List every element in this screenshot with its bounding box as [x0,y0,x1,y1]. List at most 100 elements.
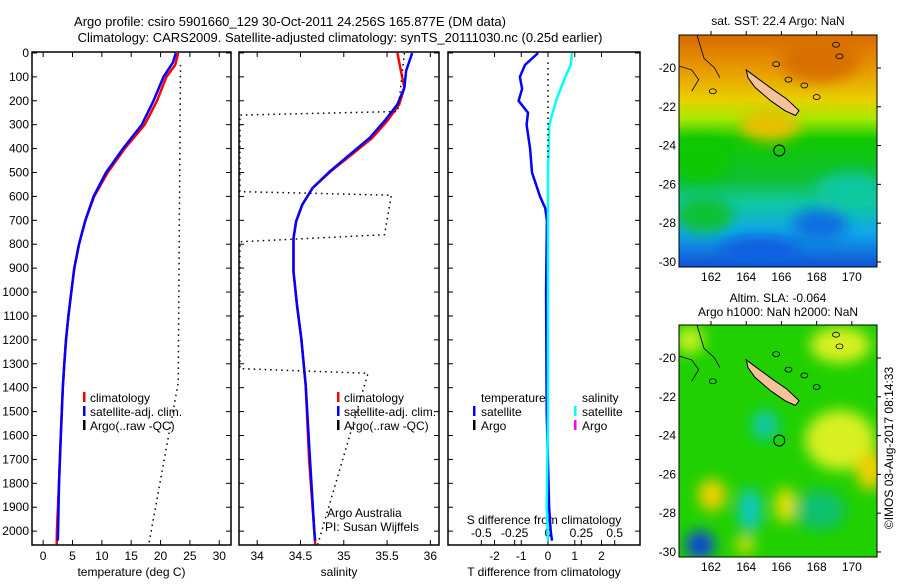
y-tick-label: 500 [9,166,29,180]
sst-map-title: sat. SST: 22.4 Argo: NaN [711,14,844,28]
x-tick-label: 5 [69,549,76,563]
annotation-argo-australia: Argo Australia [327,506,402,520]
x-tick-label: 34 [251,549,265,563]
sla-map: Altim. SLA: -0.064 Argo h1000: NaN h2000… [659,291,881,574]
salinity-legend: climatology satellite-adj. clim. Argo(..… [337,391,436,433]
reef-outline [696,324,721,368]
y-tick-label: 600 [9,189,29,203]
lat-tick-label: -20 [659,61,677,75]
legend-label-satellite: satellite-adj. clim. [344,405,436,419]
lat-tick-label: -30 [659,545,677,559]
island-outline [812,384,821,390]
legend-label-t-satellite: satellite [481,405,522,419]
x-tick-label: 0 [545,549,552,563]
difference-profile: -2 -1 0 1 2 T difference from climatology -0.5… [447,51,641,579]
island-outline [835,343,844,350]
legend-swatch-s-satellite [574,406,577,416]
x-tick-label: 25 [183,549,197,563]
island-outline [784,76,793,83]
y-tick-label: 200 [9,94,29,108]
lon-tick-label: 168 [807,560,827,574]
y-tick-label: 300 [9,118,29,132]
legend-label-s-argo: Argo [582,419,608,433]
legend-label-climatology: climatology [90,391,150,405]
x-axis-label: T difference from climatology [467,565,621,579]
y-tick-label: 1700 [2,452,29,466]
lat-tick-label: -22 [659,100,677,114]
plot-frame [238,51,440,546]
legend-swatch-climatology [83,392,86,402]
lat-tick-label: -24 [659,139,677,153]
legend-swatch-satellite [337,406,340,416]
lon-tick-label: 164 [736,560,756,574]
sla-map-title-line1: Altim. SLA: -0.064 [730,291,827,305]
sla-map-title-line2: Argo h1000: NaN h2000: NaN [698,305,858,319]
island-outline [772,351,781,357]
island-outline [772,61,781,67]
lat-tick-label: -28 [659,506,677,520]
island-outline [800,372,809,379]
lon-tick-label: 168 [807,270,827,284]
legend-label-satellite: satellite-adj. clim. [90,405,182,419]
series-climatology [55,52,180,545]
y-tick-label: 100 [9,70,29,84]
island-outline [784,366,793,373]
y-tick-label: 1400 [2,381,29,395]
x-tick-label: -1 [516,549,527,563]
reef-outline [696,34,721,78]
legend-header-salinity: salinity [582,391,619,405]
x-tick-label: 30 [213,549,227,563]
x-tick-label: 35.5 [375,549,399,563]
salinity-profile: 34 34.5 35 35.5 36 salinity [238,51,440,579]
island-outline [800,82,809,89]
series-argo-raw-qc- [239,52,406,545]
figure-title-line2: Climatology: CARS2009. Satellite-adjuste… [78,30,603,45]
x2-tick-label: -0.5 [471,526,492,540]
temperature-profile: 0100200300400500600700800900100011001200… [2,46,232,579]
series-s-satellite [545,52,574,541]
new-caledonia-landmass [745,68,800,117]
island-outline [708,378,717,385]
plot-area [239,52,414,545]
lon-tick-label: 166 [771,560,791,574]
lat-tick-label: -24 [659,429,677,443]
x-tick-label: 15 [125,549,139,563]
legend-swatch-argo [83,420,86,430]
y-tick-label: 900 [9,261,29,275]
y-tick-label: 1100 [3,309,29,323]
plot-area [55,52,182,545]
legend-header-temperature: temperature [481,391,546,405]
x2-tick-label: -0.25 [501,526,529,540]
annotation-pi: PI: Susan Wijffels [325,520,419,534]
y-tick-label: 1000 [2,285,29,299]
plot-area [517,52,574,541]
x2-axis-label: S difference from climatology [467,513,622,527]
island-outline [708,88,717,95]
x-tick-label: 0 [40,549,47,563]
lon-tick-label: 170 [842,270,862,284]
sst-map: sat. SST: 22.4 Argo: NaN 162 164 166 168 170… [659,14,881,284]
reef-outline [678,355,700,382]
x-tick-label: 35 [337,549,351,563]
lon-tick-label: 162 [701,560,721,574]
y-tick-label: 1300 [2,357,29,371]
argo-float-position-marker [773,434,786,447]
argo-float-position-marker [773,144,786,157]
plot-frame [447,51,641,546]
legend-swatch-satellite [83,406,86,416]
x2-tick-label: 0.25 [570,526,594,540]
x-axis-label: salinity [321,565,358,579]
temperature-legend: climatology satellite-adj. clim. Argo(..… [83,391,182,433]
y-tick-label: 1800 [2,476,29,490]
y-tick-label: 1900 [2,500,29,514]
legend-swatch-s-argo [574,420,577,430]
island-outline [812,94,821,100]
x-tick-label: 2 [598,549,605,563]
legend-label-t-argo: Argo [481,419,507,433]
y-tick-label: 2000 [2,524,29,538]
legend-label-argo: Argo(..raw -QC) [90,419,175,433]
new-caledonia-landmass [745,358,800,407]
island-outline [832,41,840,48]
sla-map-frame [678,324,878,558]
lat-tick-label: -26 [659,177,677,191]
